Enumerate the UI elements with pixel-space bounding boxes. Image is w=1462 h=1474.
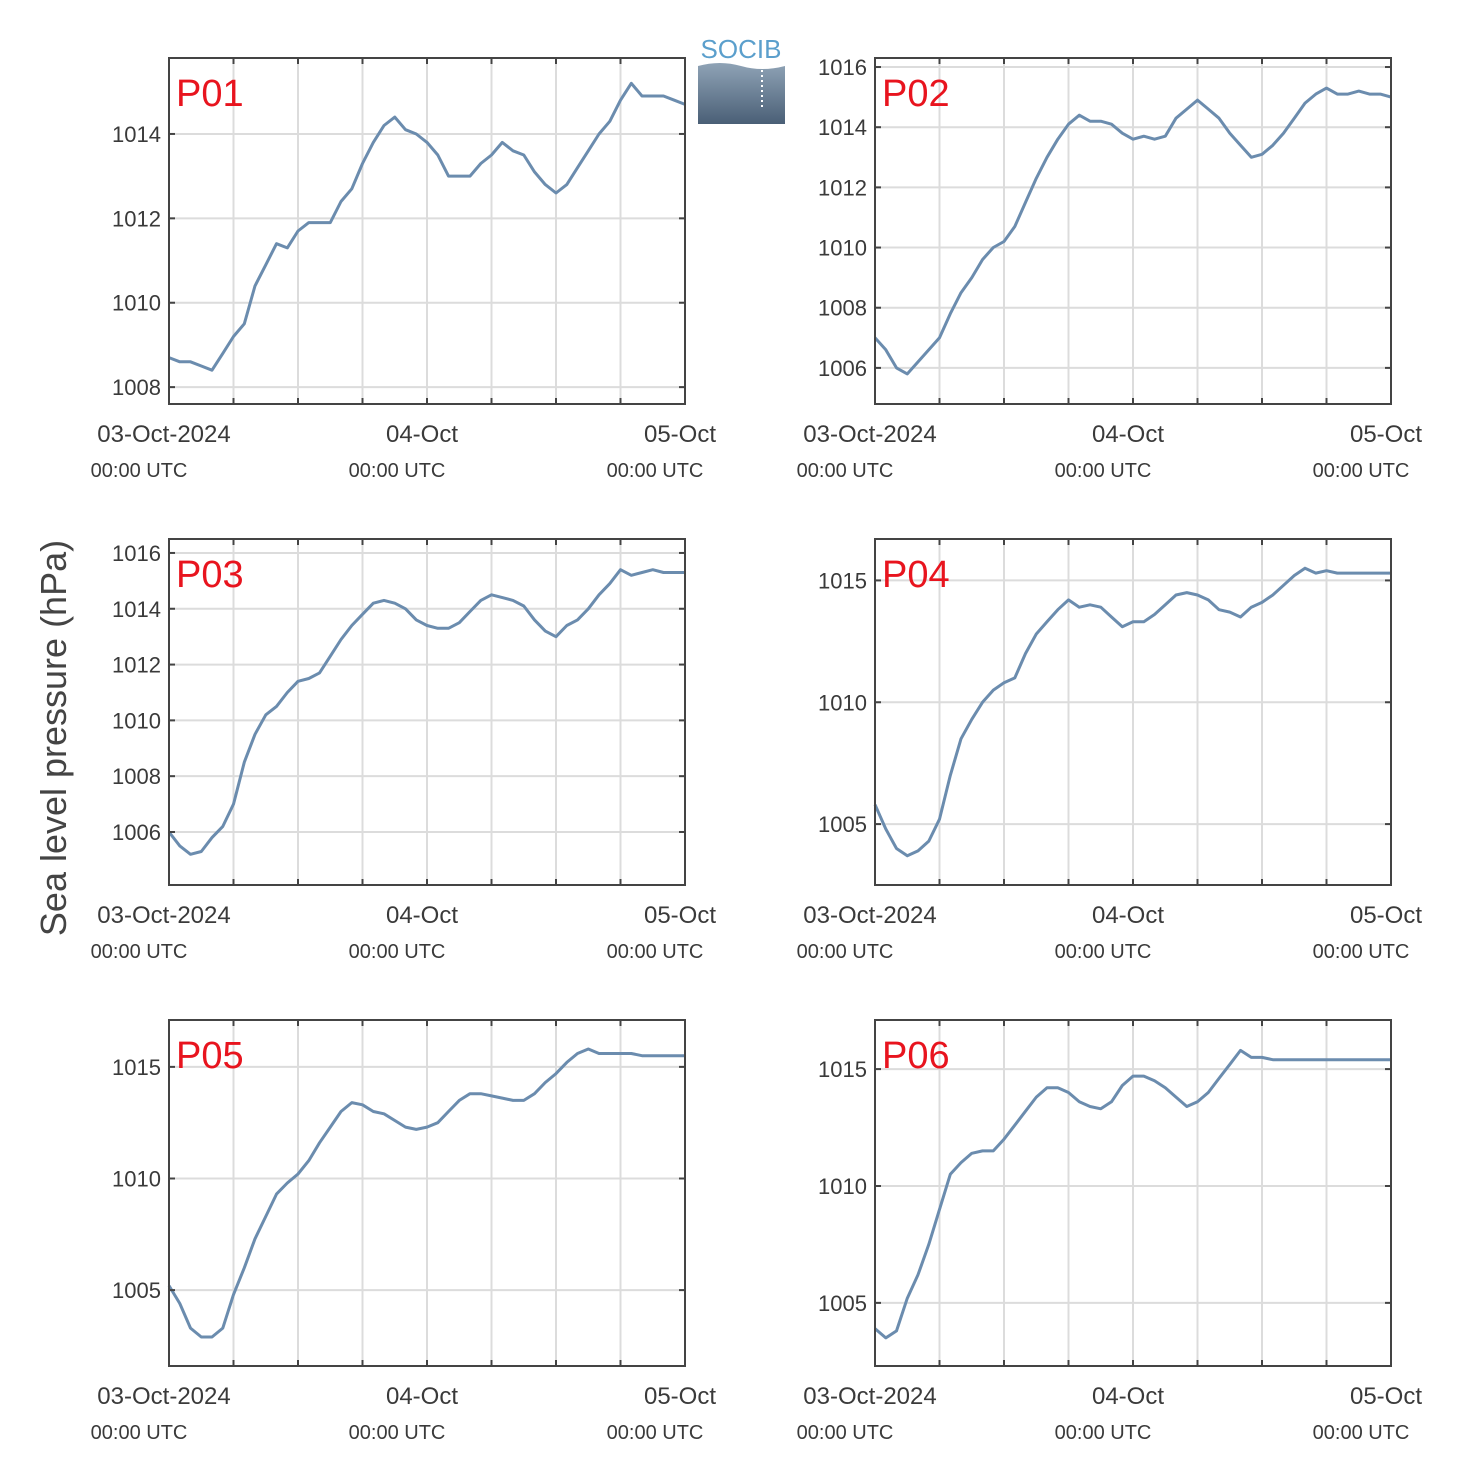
x-tick-time-label: 00:00 UTC <box>607 1422 704 1444</box>
x-tick-time-label: 00:00 UTC <box>91 941 188 963</box>
panel-label: P01 <box>176 73 244 115</box>
y-tick-label: 1005 <box>818 812 867 837</box>
y-tick-label: 1005 <box>112 1278 161 1303</box>
x-tick-date-label: 03-Oct-2024 <box>803 1383 936 1410</box>
x-tick-date-label: 03-Oct-2024 <box>97 1383 230 1410</box>
x-tick-date-label: 03-Oct-2024 <box>97 902 230 929</box>
series-line-p05 <box>167 1047 685 1339</box>
series-line-p03 <box>167 568 685 856</box>
panel-label: P03 <box>176 554 244 596</box>
x-tick-date-label: 03-Oct-2024 <box>803 902 936 929</box>
y-tick-label: 1015 <box>112 1055 161 1080</box>
x-tick-time-label: 00:00 UTC <box>1313 1422 1410 1444</box>
panel-label: P06 <box>882 1035 950 1077</box>
y-tick-label: 1008 <box>112 375 161 400</box>
series-line-p02 <box>873 86 1392 376</box>
panel-label: P04 <box>882 554 950 596</box>
panel-p02: 1006 1008 1010 1012 1014 1016 03-Oct-2024 00:00… <box>797 55 1423 482</box>
series-line-p01 <box>168 81 686 372</box>
x-tick-date-label: 05-Oct <box>644 1383 716 1410</box>
x-tick-time-label: 00:00 UTC <box>607 941 704 963</box>
x-tick-date-label: 04-Oct <box>1092 1383 1164 1410</box>
panel-p03: 1006 1008 1010 1012 1014 1016 03-Oct-2024 00:00… <box>91 538 716 963</box>
x-tick-date-label: 03-Oct-2024 <box>97 421 230 448</box>
x-tick-time-label: 00:00 UTC <box>797 1422 894 1444</box>
y-tick-label: 1006 <box>818 356 867 381</box>
x-tick-time-label: 00:00 UTC <box>349 460 446 482</box>
series-line-p04 <box>873 566 1391 858</box>
x-tick-date-label: 05-Oct <box>1350 902 1422 929</box>
y-tick-label: 1012 <box>818 175 867 200</box>
y-tick-label: 1010 <box>112 291 161 316</box>
x-tick-time-label: 00:00 UTC <box>349 941 446 963</box>
panel-p06: 1005 1010 1015 03-Oct-2024 00:00 UTC 04-Oct 00… <box>797 1019 1422 1444</box>
x-tick-time-label: 00:00 UTC <box>1313 941 1410 963</box>
x-tick-time-label: 00:00 UTC <box>1055 460 1152 482</box>
y-tick-label: 1010 <box>112 1166 161 1191</box>
x-tick-date-label: 04-Oct <box>1092 421 1164 448</box>
socib-logo: SOCIB <box>698 34 785 124</box>
y-tick-label: 1012 <box>112 206 161 231</box>
panel-label: P02 <box>882 73 950 115</box>
x-tick-date-label: 05-Oct <box>1350 1383 1422 1410</box>
x-tick-date-label: 04-Oct <box>386 1383 458 1410</box>
y-tick-label: 1008 <box>112 764 161 789</box>
y-tick-label: 1010 <box>818 690 867 715</box>
panels: 1008 1010 1012 1014 03-Oct-2024 00:00 UTC 04-O… <box>91 55 1423 1444</box>
y-tick-label: 1010 <box>818 1174 867 1199</box>
y-tick-label: 1014 <box>818 115 867 140</box>
x-tick-date-label: 04-Oct <box>386 421 458 448</box>
panel-p05: 1005 1010 1015 03-Oct-2024 00:00 UTC 04-Oct 00… <box>91 1019 716 1444</box>
panel-p04: 1005 1010 1015 03-Oct-2024 00:00 UTC 04-Oct 00… <box>797 538 1422 963</box>
y-tick-label: 1006 <box>112 820 161 845</box>
x-tick-time-label: 00:00 UTC <box>607 460 704 482</box>
x-tick-date-label: 04-Oct <box>386 902 458 929</box>
y-tick-label: 1016 <box>112 541 161 566</box>
x-tick-time-label: 00:00 UTC <box>797 460 894 482</box>
x-tick-time-label: 00:00 UTC <box>1055 1422 1152 1444</box>
x-tick-time-label: 00:00 UTC <box>91 460 188 482</box>
y-tick-label: 1008 <box>818 296 867 321</box>
x-tick-date-label: 05-Oct <box>1350 421 1422 448</box>
x-tick-date-label: 05-Oct <box>644 902 716 929</box>
y-tick-label: 1015 <box>818 1057 867 1082</box>
y-tick-label: 1012 <box>112 653 161 678</box>
y-tick-label: 1014 <box>112 597 161 622</box>
series-line-p06 <box>874 1048 1391 1340</box>
y-axis-label: Sea level pressure (hPa) <box>33 540 74 936</box>
y-tick-label: 1005 <box>818 1291 867 1316</box>
y-tick-label: 1016 <box>818 55 867 80</box>
x-tick-time-label: 00:00 UTC <box>349 1422 446 1444</box>
x-tick-time-label: 00:00 UTC <box>91 1422 188 1444</box>
panel-p01: 1008 1010 1012 1014 03-Oct-2024 00:00 UTC 04-O… <box>91 57 716 482</box>
x-tick-date-label: 03-Oct-2024 <box>803 421 936 448</box>
y-tick-label: 1014 <box>112 122 161 147</box>
panel-label: P05 <box>176 1035 244 1077</box>
x-tick-date-label: 05-Oct <box>644 421 716 448</box>
y-tick-label: 1015 <box>818 568 867 593</box>
x-tick-date-label: 04-Oct <box>1092 902 1164 929</box>
socib-logo-text: SOCIB <box>701 34 782 64</box>
x-tick-time-label: 00:00 UTC <box>1055 941 1152 963</box>
y-tick-label: 1010 <box>112 708 161 733</box>
x-tick-time-label: 00:00 UTC <box>797 941 894 963</box>
x-tick-time-label: 00:00 UTC <box>1313 460 1410 482</box>
y-tick-label: 1010 <box>818 236 867 261</box>
